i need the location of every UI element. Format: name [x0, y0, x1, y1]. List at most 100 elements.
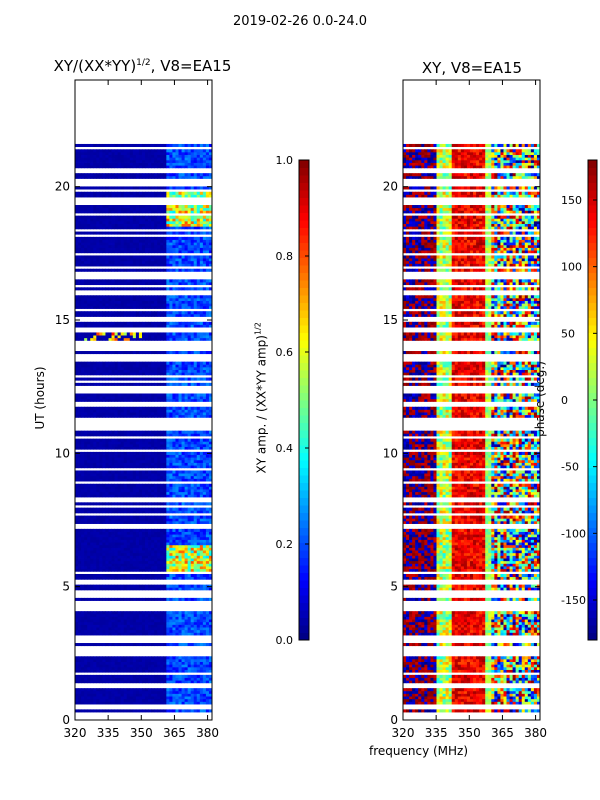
heatmap-cell [208, 629, 213, 633]
heatmap-cell [190, 669, 195, 673]
heatmap-cell [175, 528, 179, 532]
heatmap-cell [111, 680, 115, 684]
heatmap-cell [148, 332, 152, 336]
heatmap-cell [111, 550, 115, 554]
heatmap-cell [181, 412, 185, 416]
heatmap-cell [129, 337, 134, 341]
heatmap-cell [172, 664, 176, 668]
heatmap-cell [157, 539, 161, 543]
heatmap-cell [123, 369, 128, 373]
heatmap-cell [111, 372, 115, 376]
heatmap-cell [117, 674, 122, 678]
heatmap-cell [120, 502, 125, 506]
heatmap-cell [196, 361, 201, 365]
heatmap-cell [169, 258, 173, 262]
heatmap-cell [175, 515, 179, 519]
heatmap-cell [75, 701, 79, 705]
heatmap-cell [178, 661, 182, 665]
heatmap-cell [126, 337, 131, 341]
heatmap-cell [172, 305, 176, 309]
heatmap-cell [93, 531, 97, 535]
heatmap-cell [102, 690, 106, 694]
heatmap-cell [123, 661, 128, 665]
heatmap-cell [154, 414, 158, 418]
heatmap-cell [163, 611, 167, 615]
heatmap-cell [190, 515, 195, 519]
heatmap-cell [117, 446, 122, 450]
heatmap-cell [190, 433, 195, 437]
heatmap-cell [160, 393, 164, 397]
heatmap-cell [166, 613, 170, 617]
heatmap-cell [208, 528, 213, 532]
heatmap-cell [190, 698, 195, 702]
amp-title-sup: 1/2 [136, 58, 151, 68]
heatmap-cell [187, 518, 192, 522]
heatmap-cell [199, 674, 204, 678]
heatmap-cell [175, 619, 179, 623]
heatmap-cell [187, 364, 192, 368]
heatmap-cell [163, 627, 167, 631]
heatmap-cell [175, 656, 179, 660]
heatmap-cell [78, 515, 82, 519]
heatmap-cell [178, 470, 182, 474]
heatmap-cell [102, 305, 106, 309]
heatmap-cell [178, 528, 182, 532]
heatmap-cell [117, 621, 122, 625]
heatmap-cell [96, 576, 100, 580]
heatmap-cell [84, 658, 88, 662]
heatmap-cell [157, 613, 161, 617]
heatmap-cell [96, 709, 100, 713]
heatmap-cell [181, 507, 185, 511]
heatmap-cell [157, 489, 161, 493]
heatmap-cell [187, 451, 192, 455]
heatmap-cell [123, 491, 128, 495]
heatmap-cell [132, 465, 137, 469]
heatmap-cell [175, 491, 179, 495]
heatmap-cell [93, 297, 97, 301]
heatmap-cell [99, 568, 103, 572]
heatmap-cell [160, 300, 164, 304]
heatmap-cell [160, 536, 164, 540]
heatmap-cell [166, 406, 170, 410]
heatmap-cell [135, 305, 140, 309]
heatmap-cell [202, 372, 207, 376]
heatmap-cell [208, 560, 213, 564]
heatmap-cell [135, 412, 140, 416]
heatmap-cell [102, 611, 106, 615]
heatmap-cell [111, 491, 115, 495]
heatmap-cell [175, 680, 179, 684]
heatmap-cell [178, 664, 182, 668]
heatmap-cell [87, 279, 91, 283]
heatmap-cell [123, 406, 128, 410]
heatmap-cell [181, 393, 185, 397]
heatmap-cell [208, 544, 213, 548]
heatmap-cell [169, 478, 173, 482]
heatmap-cell [123, 409, 128, 413]
heatmap-cell [184, 674, 189, 678]
heatmap-cell [154, 247, 158, 251]
heatmap-cell [99, 534, 103, 538]
heatmap-cell [84, 454, 88, 458]
heatmap-cell [81, 568, 85, 572]
heatmap-cell [166, 398, 170, 402]
heatmap-cell [154, 364, 158, 368]
heatmap-cell [114, 311, 119, 315]
heatmap-cell [202, 688, 207, 692]
heatmap-cell [93, 611, 97, 615]
heatmap-cell [141, 502, 146, 506]
heatmap-cell [205, 531, 210, 535]
heatmap-cell [141, 520, 146, 524]
heatmap-cell [157, 475, 161, 479]
heatmap-cell [145, 544, 149, 548]
heatmap-cell [117, 470, 122, 474]
heatmap-cell [178, 555, 182, 559]
heatmap-cell [105, 406, 109, 410]
heatmap-cell [199, 398, 204, 402]
heatmap-cell [123, 619, 128, 623]
heatmap-cell [120, 351, 125, 355]
heatmap-cell [96, 414, 100, 418]
heatmap-cell [120, 305, 125, 309]
heatmap-cell [75, 433, 79, 437]
heatmap-cell [84, 528, 88, 532]
heatmap-cell [160, 520, 164, 524]
